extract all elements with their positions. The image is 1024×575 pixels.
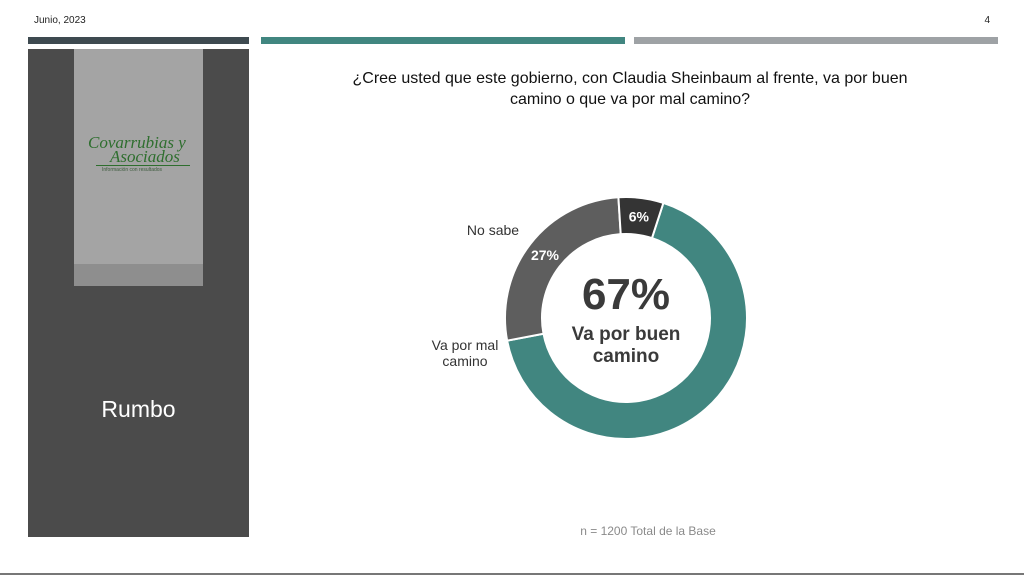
question-title: ¿Cree usted que este gobierno, con Claud… xyxy=(352,70,908,108)
slice-no-sabe-value: 6% xyxy=(629,208,650,224)
date-label: Junio, 2023 xyxy=(34,15,86,26)
logo-strip xyxy=(74,264,203,286)
slice-no-sabe xyxy=(617,196,665,240)
logo-rule xyxy=(96,165,190,166)
slice-buen-camino xyxy=(505,201,748,440)
label-mal-camino: Va por mal camino xyxy=(431,337,499,369)
center-label: Va por buen camino xyxy=(571,324,681,367)
slice-mal-camino-value: 27% xyxy=(531,247,560,263)
header-bar-teal xyxy=(261,37,625,44)
header-bar-grey xyxy=(634,37,998,44)
side-panel: Covarrubias y Asociados Información con … xyxy=(28,49,249,537)
footnote: n = 1200 Total de la Base xyxy=(580,524,716,538)
logo-text-line2: Asociados xyxy=(110,147,180,166)
section-title: Rumbo xyxy=(101,396,176,422)
center-percent: 67% xyxy=(581,270,671,319)
logo-tagline: Información con resultados xyxy=(102,167,163,173)
header-bar-dark xyxy=(28,37,249,44)
page-number: 4 xyxy=(984,15,990,26)
label-no-sabe: No sabe xyxy=(466,222,520,238)
bottom-rule xyxy=(0,573,1024,575)
logo-text-line1: Covarrubias y xyxy=(88,133,186,152)
logo-box: Covarrubias y Asociados Información con … xyxy=(74,49,203,286)
